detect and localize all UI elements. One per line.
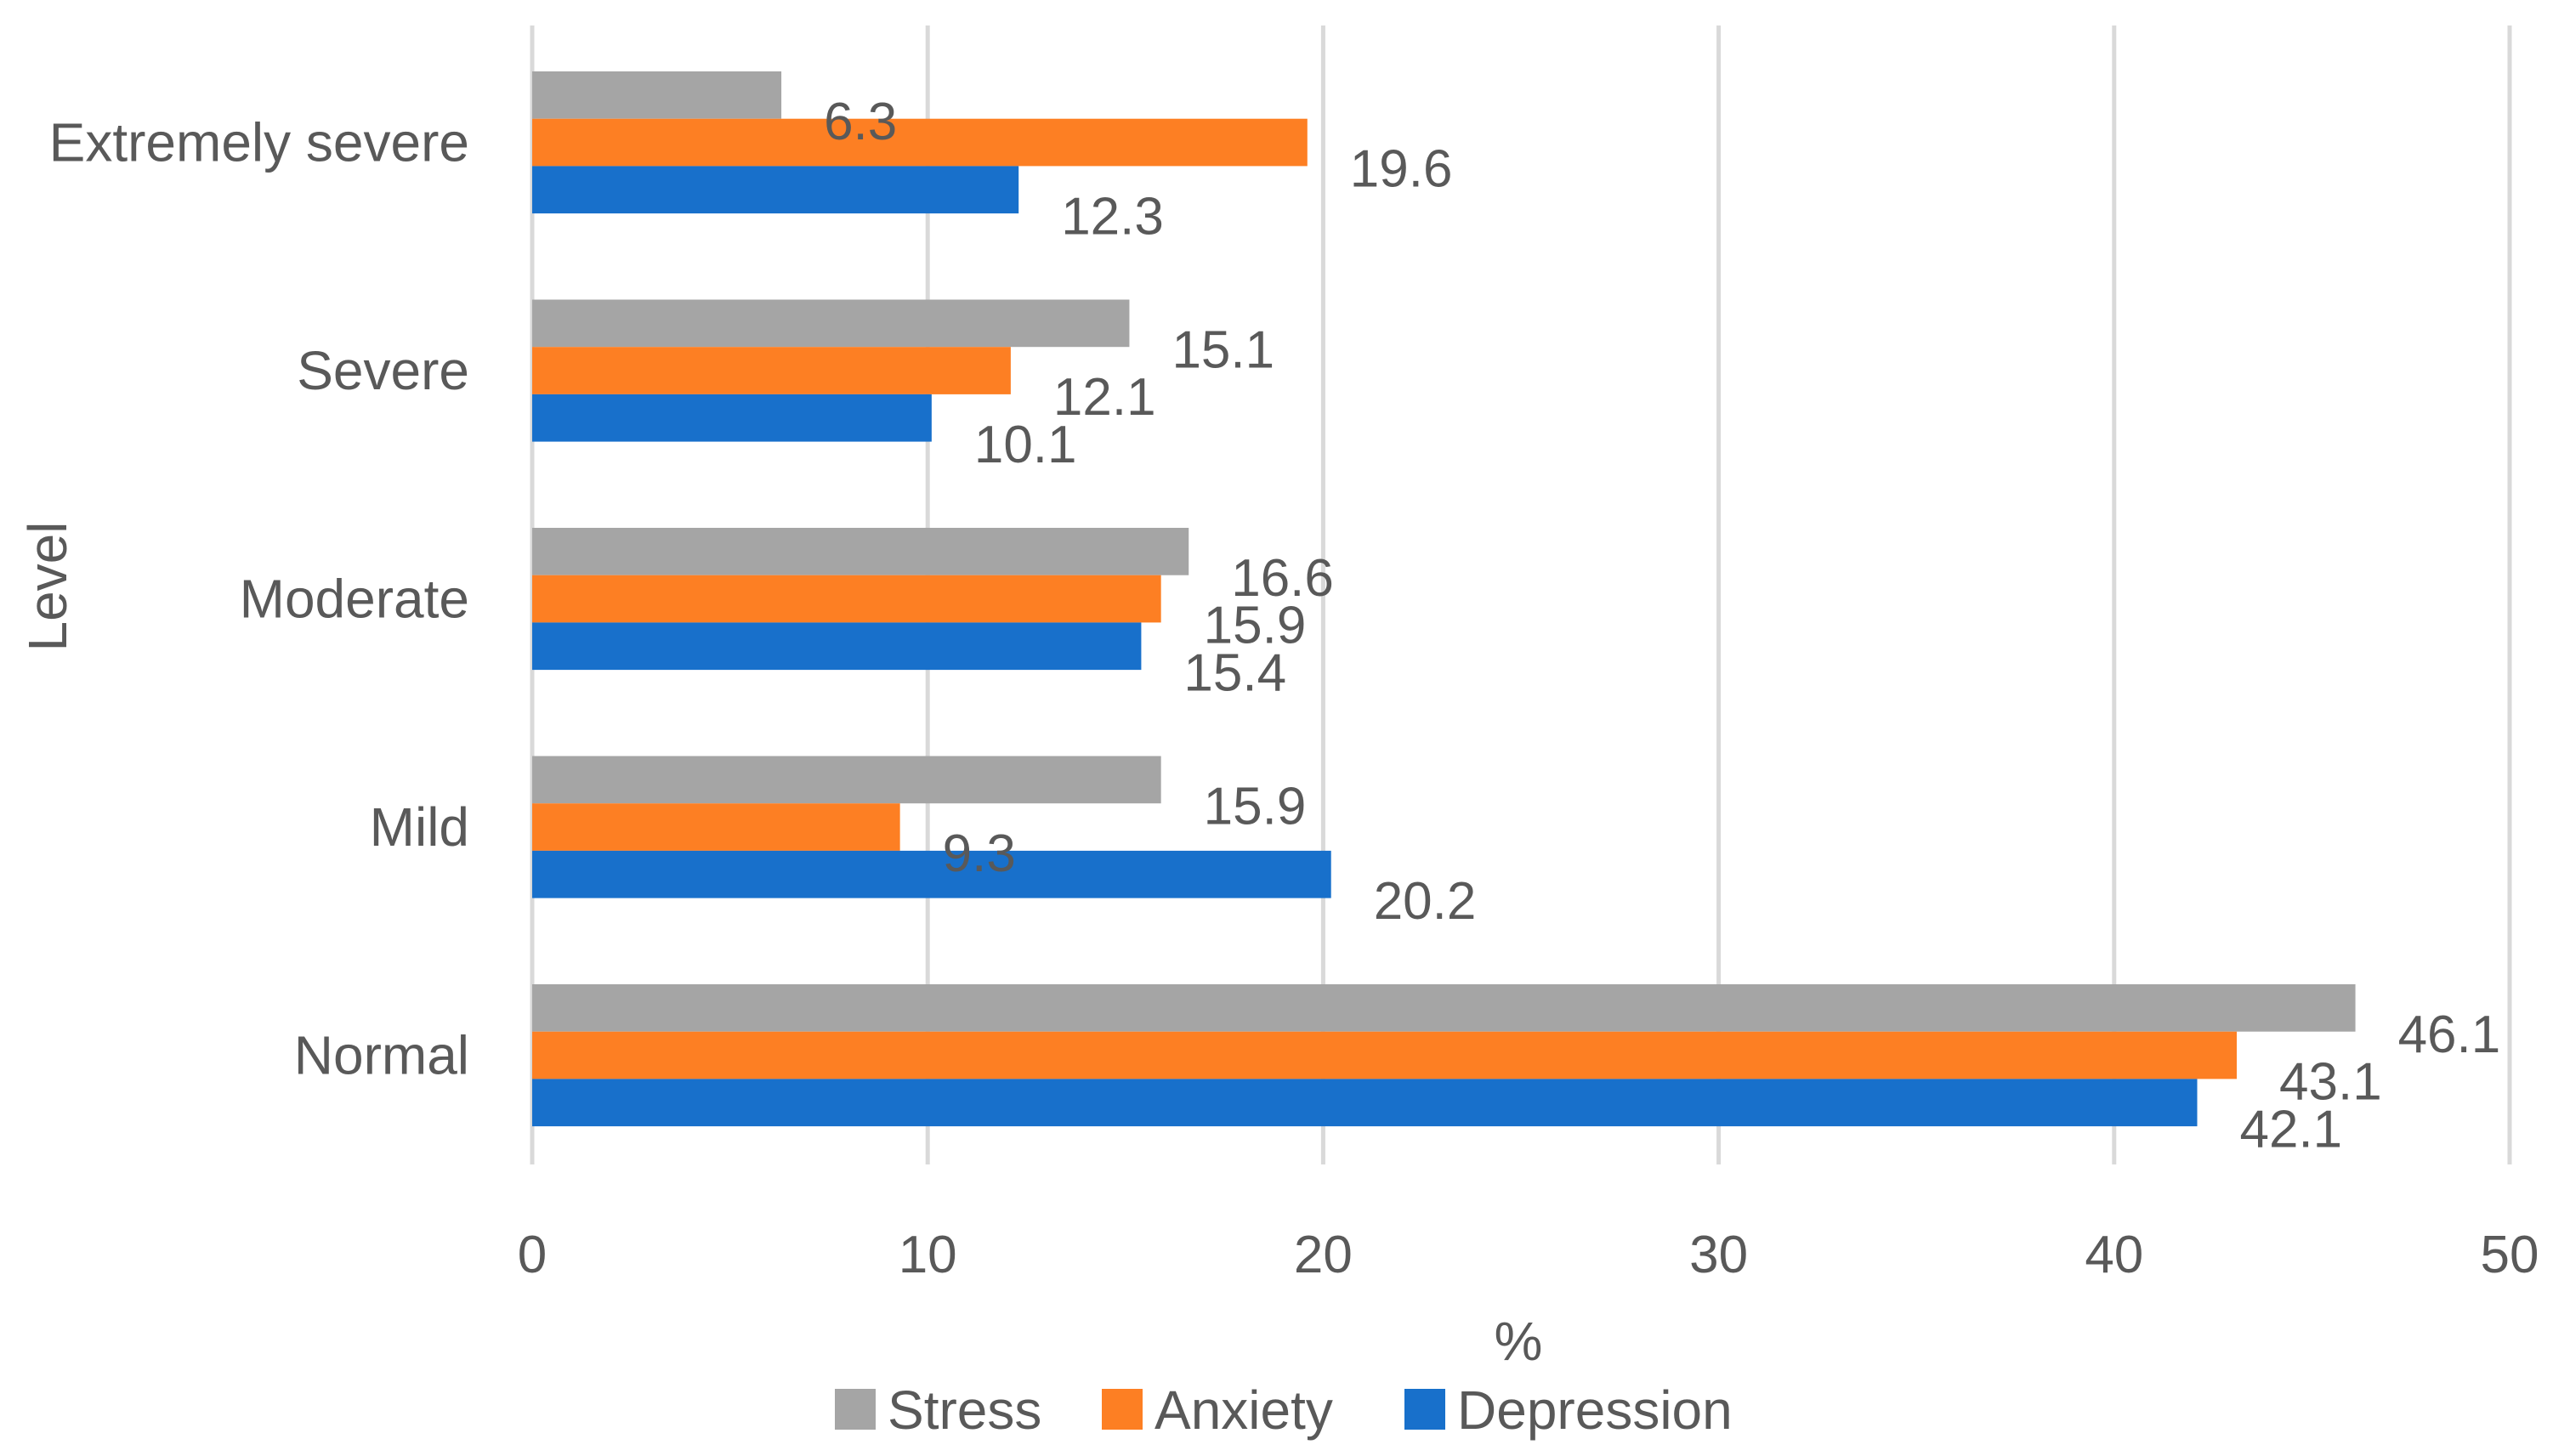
- data-label-anxiety-moderate: 15.9: [1204, 597, 1307, 655]
- data-label-stress-extremely-severe: 6.3: [824, 93, 897, 151]
- legend-swatch-stress: [835, 1389, 876, 1430]
- legend-label-stress: Stress: [888, 1380, 1041, 1441]
- legend-label-anxiety: Anxiety: [1155, 1380, 1333, 1441]
- grid: [530, 25, 2512, 1164]
- data-labels: 6.319.612.315.112.110.116.615.915.415.99…: [824, 93, 2500, 1159]
- bar-depression-extremely-severe: [532, 166, 1019, 214]
- x-tick-label-30: 30: [1689, 1226, 1748, 1284]
- data-label-stress-normal: 46.1: [2398, 1006, 2501, 1064]
- bar-anxiety-normal: [532, 1031, 2238, 1079]
- y-category-label-severe: Severe: [297, 340, 469, 401]
- bar-depression-moderate: [532, 622, 1142, 671]
- x-tick-label-20: 20: [1294, 1226, 1353, 1284]
- bar-anxiety-moderate: [532, 575, 1161, 623]
- data-label-anxiety-normal: 43.1: [2279, 1053, 2382, 1112]
- legend-swatch-anxiety: [1102, 1389, 1143, 1430]
- data-label-stress-severe: 15.1: [1172, 320, 1274, 379]
- bars: [532, 71, 2356, 1127]
- bar-depression-normal: [532, 1079, 2198, 1127]
- data-label-stress-mild: 15.9: [1204, 777, 1307, 836]
- legend: Stress Anxiety Depression: [835, 1380, 1733, 1441]
- bar-depression-mild: [532, 850, 1331, 898]
- data-label-anxiety-extremely-severe: 19.6: [1350, 140, 1453, 199]
- bar-anxiety-severe: [532, 347, 1011, 394]
- data-label-depression-moderate: 15.4: [1183, 643, 1286, 702]
- x-tick-label-10: 10: [899, 1226, 957, 1284]
- bar-stress-normal: [532, 984, 2356, 1032]
- bar-anxiety-mild: [532, 803, 900, 851]
- y-category-label-normal: Normal: [294, 1025, 469, 1086]
- x-tick-label-0: 0: [518, 1226, 547, 1284]
- y-category-label-extremely-severe: Extremely severe: [49, 112, 469, 173]
- data-label-depression-mild: 20.2: [1374, 872, 1477, 931]
- x-axis-title: %: [1495, 1311, 1543, 1372]
- bar-stress-mild: [532, 756, 1161, 804]
- bar-depression-severe: [532, 394, 932, 442]
- data-label-stress-moderate: 16.6: [1231, 549, 1334, 608]
- x-tick-label-50: 50: [2481, 1226, 2539, 1284]
- legend-label-depression: Depression: [1457, 1380, 1733, 1441]
- axes: 0 10 20 30 40 50 Extremely severe Severe Moderat…: [17, 112, 2539, 1372]
- bar-stress-moderate: [532, 528, 1189, 575]
- data-label-anxiety-severe: 12.1: [1053, 368, 1156, 427]
- y-axis-title: Level: [17, 522, 78, 652]
- data-label-depression-normal: 42.1: [2239, 1100, 2342, 1159]
- data-label-depression-extremely-severe: 12.3: [1061, 187, 1164, 246]
- bar-anxiety-extremely-severe: [532, 118, 1308, 167]
- bar-stress-severe: [532, 299, 1130, 348]
- data-label-depression-severe: 10.1: [974, 416, 1077, 474]
- x-tick-label-40: 40: [2085, 1226, 2143, 1284]
- data-label-anxiety-mild: 9.3: [943, 824, 1016, 883]
- legend-swatch-depression: [1404, 1389, 1445, 1430]
- bar-stress-extremely-severe: [532, 71, 782, 119]
- y-category-label-mild: Mild: [370, 796, 469, 858]
- y-category-label-moderate: Moderate: [240, 569, 469, 630]
